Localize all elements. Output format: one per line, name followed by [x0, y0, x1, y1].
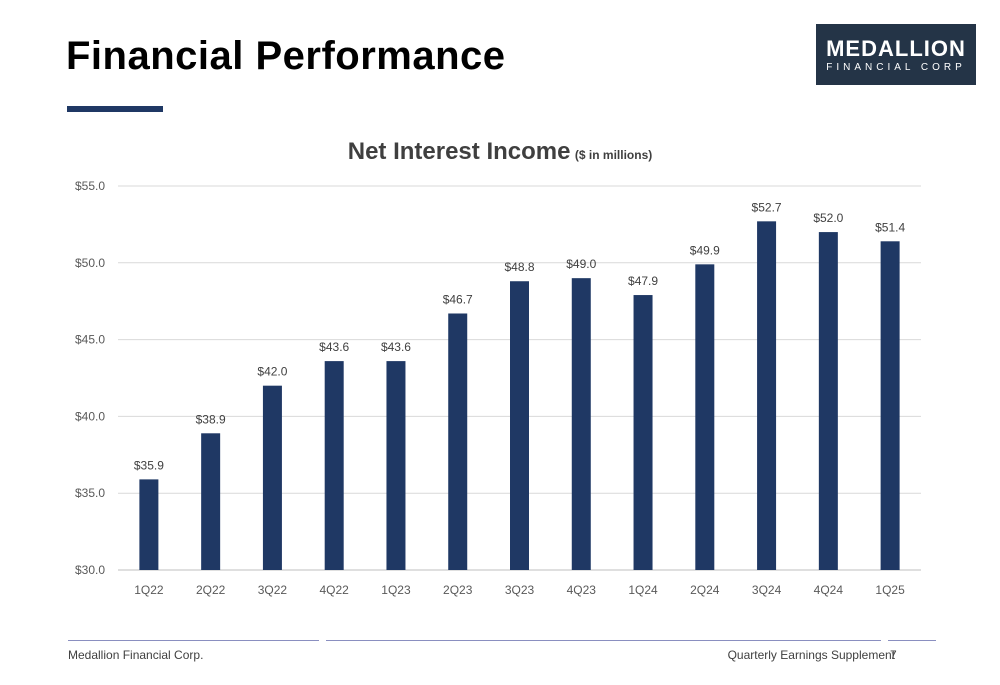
footer-divider-middle [326, 640, 881, 641]
data-label: $35.9 [134, 458, 164, 472]
y-tick-label: $30.0 [75, 563, 105, 577]
data-label: $38.9 [196, 412, 226, 426]
data-label: $43.6 [319, 340, 349, 354]
bar [324, 361, 344, 570]
y-tick-label: $50.0 [75, 256, 105, 270]
x-tick-label: 1Q22 [134, 583, 164, 597]
data-label: $42.0 [257, 365, 287, 379]
y-tick-label: $55.0 [75, 179, 105, 193]
x-tick-label: 3Q24 [752, 583, 782, 597]
x-tick-label: 2Q24 [690, 583, 720, 597]
bar [695, 264, 715, 570]
bar [880, 241, 900, 570]
title-underline [67, 106, 163, 112]
bar [633, 295, 653, 570]
bar [386, 361, 406, 570]
data-label: $52.7 [752, 200, 782, 214]
data-label: $46.7 [443, 292, 473, 306]
data-label: $52.0 [813, 211, 843, 225]
x-tick-label: 4Q24 [814, 583, 844, 597]
x-tick-label: 1Q23 [381, 583, 411, 597]
x-tick-label: 1Q24 [628, 583, 658, 597]
company-logo: MEDALLION FINANCIAL CORP [816, 24, 976, 85]
y-tick-label: $35.0 [75, 486, 105, 500]
data-label: $49.9 [690, 243, 720, 257]
x-tick-label: 4Q23 [567, 583, 597, 597]
bar [139, 479, 159, 570]
data-label: $51.4 [875, 220, 905, 234]
bar [818, 232, 838, 570]
x-tick-label: 3Q22 [258, 583, 288, 597]
data-label: $48.8 [504, 260, 534, 274]
y-tick-label: $45.0 [75, 333, 105, 347]
footer-document-name: Quarterly Earnings Supplement [727, 648, 895, 662]
x-tick-label: 4Q22 [320, 583, 350, 597]
logo-main-text: MEDALLION [826, 36, 966, 61]
bar [448, 313, 468, 570]
bar [571, 278, 591, 570]
footer-divider-left [68, 640, 319, 641]
x-tick-label: 2Q22 [196, 583, 226, 597]
logo-sub-text: FINANCIAL CORP [826, 62, 966, 73]
y-tick-label: $40.0 [75, 409, 105, 423]
page-number: 7 [890, 648, 897, 662]
footer-divider-right [888, 640, 936, 641]
data-label: $43.6 [381, 340, 411, 354]
x-tick-label: 2Q23 [443, 583, 473, 597]
page-title: Financial Performance [66, 34, 506, 78]
chart-title-main: Net Interest Income [347, 138, 571, 165]
bar [201, 433, 221, 570]
footer-company: Medallion Financial Corp. [68, 648, 204, 662]
chart-title: Net Interest Income ($ in millions) [0, 138, 1000, 166]
x-tick-label: 3Q23 [505, 583, 535, 597]
data-label: $49.0 [566, 257, 596, 271]
chart-title-unit: ($ in millions) [574, 148, 653, 162]
bar [757, 221, 777, 570]
bar [262, 385, 282, 570]
bar [510, 281, 529, 570]
data-label: $47.9 [628, 274, 658, 288]
x-tick-label: 1Q25 [875, 583, 905, 597]
